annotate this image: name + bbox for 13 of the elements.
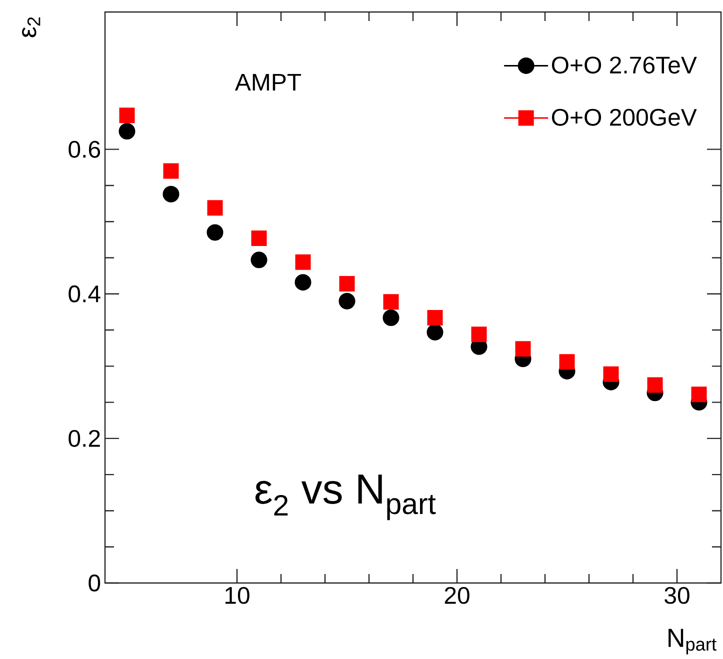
y-tick-label: 0.4 — [68, 285, 100, 302]
x-tick-label: 30 — [664, 586, 690, 604]
legend-label: O+O 200GeV — [552, 108, 697, 126]
annotation: AMPT — [234, 74, 302, 90]
x-tick-label: 20 — [444, 586, 470, 604]
y-axis-title: ε$_{2}$ — [22, 17, 40, 38]
y-tick-label: 0 — [88, 574, 100, 592]
y-tick-label: 0.2 — [68, 430, 100, 447]
annotation: ε$_{2}$ vs N$_{part}$ — [255, 474, 436, 520]
legend-label: O+O 2.76TeV — [552, 56, 697, 74]
x-tick-label: 10 — [225, 586, 250, 604]
y-tick-label: 0.6 — [68, 140, 100, 158]
x-axis-title: N$_{part}$ — [668, 628, 716, 654]
